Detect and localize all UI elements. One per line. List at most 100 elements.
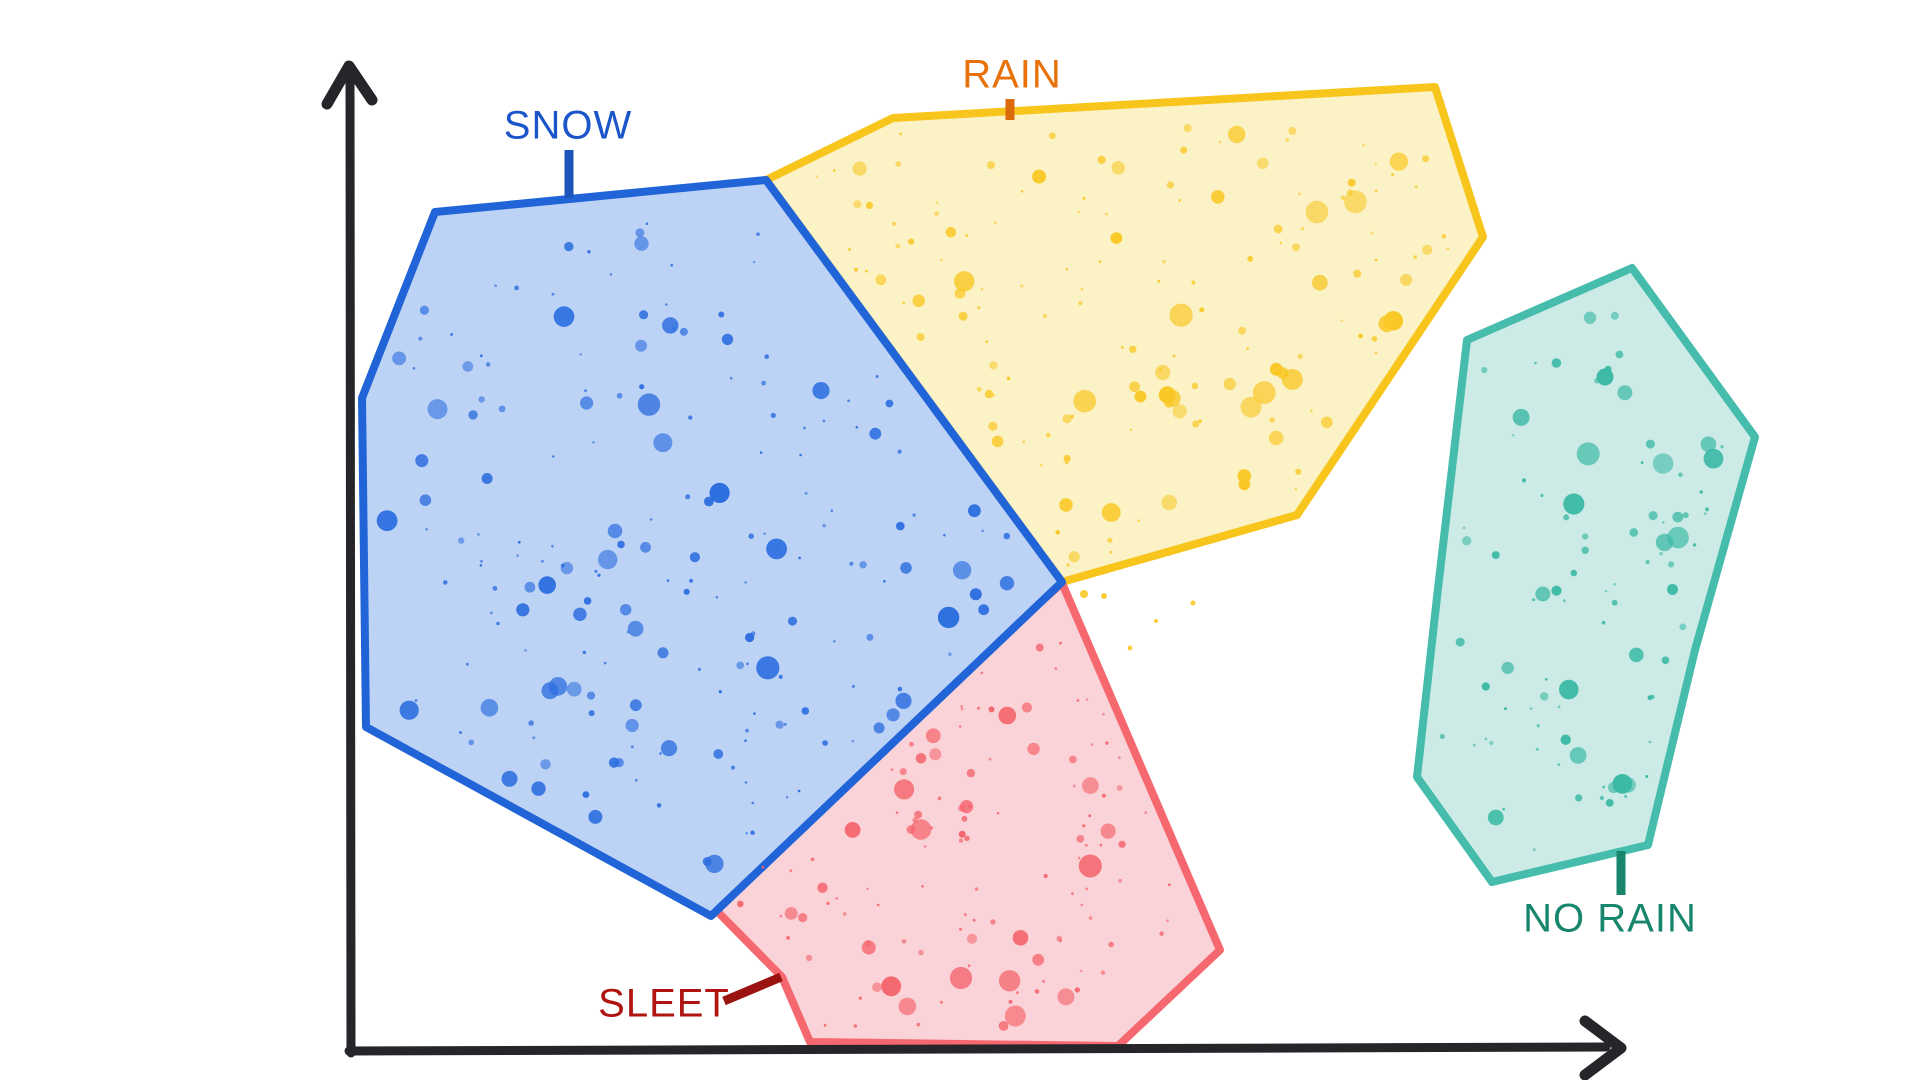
dot-snow [478,396,485,403]
dot-rain [1422,155,1430,163]
dot-rain [1082,196,1086,200]
dot-sleet [1166,919,1169,923]
dot-snow [516,603,530,617]
cluster-label-no-rain-text: NO RAIN [1523,896,1697,941]
dot-snow [583,597,592,605]
dot-norain [1502,807,1505,811]
dot-rain [1162,259,1166,264]
dot-sleet [1071,892,1074,895]
dot-snow [665,303,668,306]
dot-rain [976,386,982,392]
dot-norain [1540,494,1544,497]
dot-rain [1211,190,1225,204]
dot-norain [1534,361,1537,365]
dot-snow [427,399,448,420]
dot-rain [1055,530,1060,535]
dot-rain [899,132,902,136]
dot-snow [799,453,802,457]
dot-snow [662,317,679,334]
dot-norain [1700,436,1717,453]
dot-snow [480,560,483,563]
dot-snow [564,241,574,252]
dot-snow [540,759,551,770]
dot-sleet [964,835,970,841]
dot-rain [1414,185,1418,188]
dot-snow [625,718,639,733]
dot-snow [978,604,990,616]
dot-sleet [1099,843,1103,847]
dot-rain [963,287,966,291]
x-axis-arrowhead-icon [1579,1015,1627,1080]
dot-rain [1020,190,1024,193]
dot-rain [1070,414,1074,419]
dot-rain [1281,368,1303,390]
dot-snow [479,354,483,358]
dot-snow [620,604,632,616]
dot-snow [399,700,419,720]
dot-sleet [958,830,966,838]
dot-sleet [1105,741,1109,745]
dot-sleet [1016,991,1019,994]
dot-rain [895,161,902,167]
dot-sleet [1004,1005,1026,1027]
dot-snow [617,540,625,549]
dot-sleet [1057,988,1075,1006]
dot-snow [414,699,418,702]
dot-snow [1003,532,1011,540]
dot-snow [609,273,613,276]
dot-rain [892,221,896,226]
dot-norain [1551,585,1562,596]
dot-sleet [921,885,924,888]
dot-rain [991,435,1004,448]
dot-rain [977,306,981,310]
dot-snow [948,652,952,656]
dot-snow [588,809,603,824]
dot-snow [579,353,582,356]
dot-snow [851,739,855,743]
dot-norain [1481,367,1488,374]
dot-snow [763,532,766,535]
dot-rain [1238,326,1246,335]
dot-snow [859,561,867,569]
dot-rain [1353,269,1362,278]
dot-sleet [1080,903,1084,907]
dot-snow [729,376,733,380]
dot-snow [756,232,760,236]
dot-snow [883,579,886,583]
dot-rain [1240,396,1262,418]
dot-snow [459,731,462,734]
dot-norain [1678,472,1683,478]
dot-snow [541,682,559,700]
dot-norain [1581,546,1589,554]
dot-snow [656,803,662,808]
dot-snow [689,552,701,563]
dot-norain [1645,560,1650,565]
dot-norain [1582,533,1589,540]
dot-snow [748,533,754,539]
dot-sleet [940,1000,943,1004]
dot-snow [847,399,850,403]
dot-snow [468,739,475,746]
dot-snow [616,392,623,399]
dot-snow [803,426,806,430]
dot-snow [485,362,491,367]
dot-snow [756,656,780,680]
dot-norain [1563,493,1585,515]
dot-rain [1105,212,1108,216]
dot-snow [697,667,702,672]
dot-snow [886,708,900,722]
dot-rain [1077,210,1081,213]
dot-snow [752,260,756,264]
dot-norain [1596,368,1614,386]
dot-sleet [1035,643,1044,652]
dot-norain [1624,795,1627,798]
dot-norain [1703,512,1707,515]
dot-sleet [998,970,1021,992]
dot-sleet [894,779,915,800]
dot-sleet [958,838,964,843]
dot-sleet [1078,854,1102,878]
dot-snow [489,611,493,615]
dot-sleet [861,940,876,955]
dot-norain [1559,679,1579,700]
